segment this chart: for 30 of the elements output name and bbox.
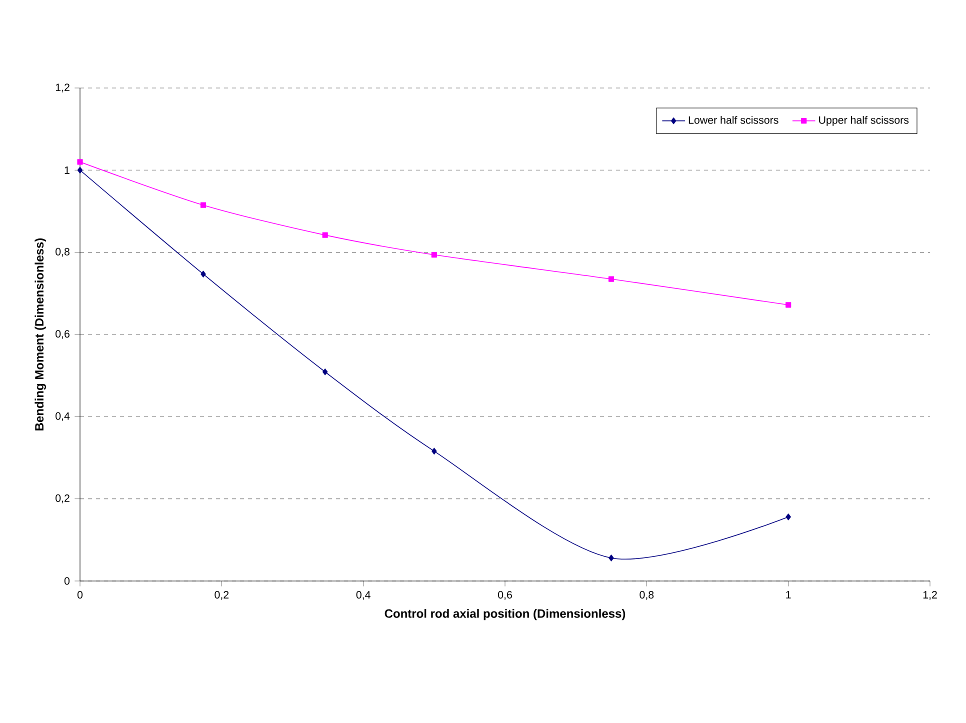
- point: [608, 276, 614, 282]
- point: [200, 202, 206, 208]
- x-tick-label: 1,2: [923, 591, 937, 600]
- y-tick-label: 0: [64, 577, 70, 585]
- point: [786, 302, 792, 308]
- y-tick-label: 0,6: [56, 330, 70, 339]
- point: [77, 166, 83, 174]
- point: [322, 368, 328, 376]
- x-tick-label: 0,4: [356, 591, 370, 600]
- y-axis-title: Bending Moment (Dimensionless): [34, 238, 46, 430]
- y-tick-label: 0,2: [56, 494, 70, 504]
- x-axis-title: Control rod axial position (Dimensionless): [384, 608, 626, 620]
- legend-label: Upper half scissors: [819, 116, 909, 126]
- x-tick-label: 0,8: [640, 591, 654, 600]
- y-tick-label: 1: [64, 166, 70, 174]
- x-tick-label: 1: [786, 591, 791, 598]
- y-tick-label: 0,8: [56, 248, 70, 257]
- point: [432, 448, 437, 454]
- y-tick-label: 1,2: [56, 84, 70, 92]
- legend-label: Lower half scissors: [688, 116, 778, 124]
- x-tick-label: 0,2: [214, 591, 229, 600]
- x-tick-label: 0: [77, 591, 83, 599]
- point: [322, 232, 328, 238]
- point: [431, 252, 437, 258]
- point: [786, 514, 791, 520]
- y-tick-label: 0,4: [56, 412, 70, 422]
- point: [77, 159, 83, 165]
- x-tick-label: 0,6: [498, 591, 512, 600]
- point: [608, 554, 614, 562]
- point: [200, 270, 206, 278]
